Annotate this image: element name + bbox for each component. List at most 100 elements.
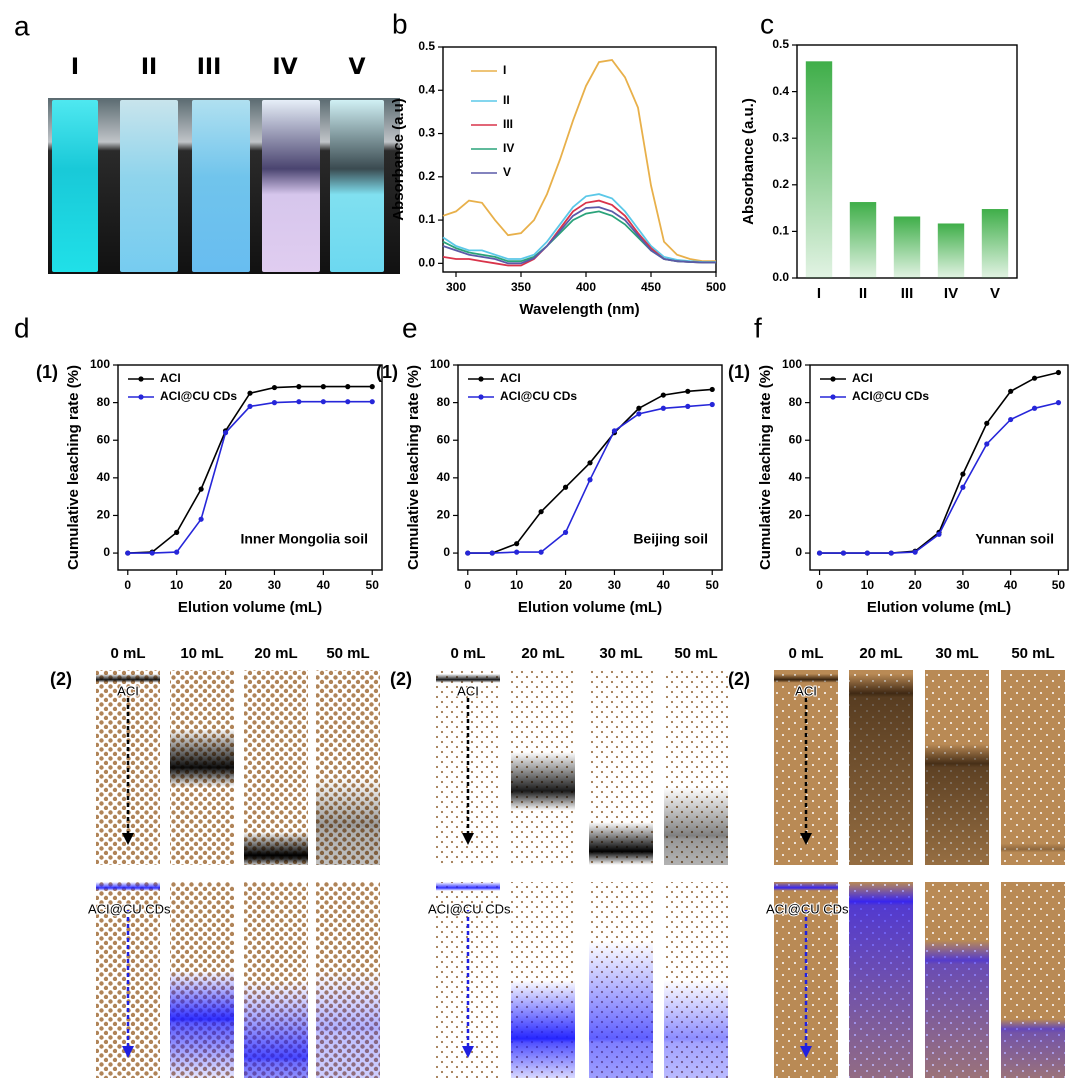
bar bbox=[937, 223, 965, 278]
panel-letter: e bbox=[402, 312, 418, 343]
x-axis-label: Wavelength (nm) bbox=[519, 301, 639, 318]
column-label: ACI bbox=[457, 683, 479, 698]
band bbox=[511, 882, 575, 1078]
y-tick-label: 0.5 bbox=[772, 37, 789, 51]
series-line bbox=[442, 193, 716, 263]
marker bbox=[514, 549, 520, 555]
band bbox=[244, 670, 308, 865]
band bbox=[664, 670, 728, 865]
x-tick-label: 40 bbox=[657, 578, 671, 592]
marker bbox=[960, 471, 966, 477]
y-tick-label: 20 bbox=[789, 508, 803, 522]
band bbox=[849, 670, 913, 865]
sample-label: I bbox=[71, 55, 79, 80]
marker bbox=[489, 550, 495, 556]
y-tick-label: 40 bbox=[437, 470, 451, 484]
legend-label: II bbox=[503, 93, 510, 107]
annotation: Beijing soil bbox=[633, 531, 708, 547]
column-label: ACI bbox=[795, 683, 817, 698]
band bbox=[925, 670, 989, 865]
sample-label: II bbox=[141, 55, 157, 80]
x-tick-label: 50 bbox=[366, 578, 380, 592]
sub-label: (1) bbox=[376, 362, 398, 382]
y-tick-label: 0 bbox=[103, 545, 110, 559]
marker bbox=[174, 549, 180, 555]
column-label: ACI@CU CDs bbox=[766, 901, 849, 916]
marker bbox=[296, 384, 302, 390]
x-axis-label: Elution volume (mL) bbox=[518, 599, 662, 616]
marker bbox=[636, 411, 642, 417]
y-tick-label: 0.1 bbox=[772, 224, 789, 238]
marker bbox=[296, 399, 302, 405]
band bbox=[316, 882, 380, 1078]
volume-label: 50 mL bbox=[674, 645, 717, 662]
sample-label: V bbox=[348, 55, 365, 80]
arrow-head bbox=[122, 833, 134, 845]
bar bbox=[805, 61, 833, 279]
x-tick-label: 20 bbox=[219, 578, 233, 592]
y-tick-label: 100 bbox=[90, 357, 110, 371]
marker bbox=[174, 529, 180, 535]
marker bbox=[345, 384, 351, 390]
x-tick-label: 0 bbox=[124, 578, 131, 592]
band bbox=[664, 882, 728, 1078]
volume-label: 50 mL bbox=[1011, 645, 1054, 662]
y-tick-label: 0.1 bbox=[418, 212, 435, 226]
marker bbox=[936, 531, 942, 537]
legend-label: ACI bbox=[852, 371, 873, 385]
series-line bbox=[467, 388, 713, 554]
y-tick-label: 60 bbox=[97, 432, 111, 446]
x-tick-label: 400 bbox=[576, 280, 596, 294]
volume-label: 20 mL bbox=[521, 645, 564, 662]
marker bbox=[709, 401, 715, 408]
sub-label: (1) bbox=[36, 362, 58, 382]
legend-label: ACI bbox=[160, 371, 181, 385]
x-tick-label: 0 bbox=[816, 578, 823, 592]
volume-label: 20 mL bbox=[859, 645, 902, 662]
x-tick-label: IV bbox=[944, 285, 958, 302]
panel-letter: d bbox=[14, 312, 30, 343]
x-tick-label: 30 bbox=[608, 578, 622, 592]
axes-frame bbox=[117, 364, 383, 571]
annotation: Yunnan soil bbox=[975, 531, 1054, 547]
arrow-head bbox=[122, 1046, 134, 1058]
y-tick-label: 0.3 bbox=[418, 126, 435, 140]
marker bbox=[1008, 388, 1014, 394]
axes-frame bbox=[442, 46, 717, 273]
marker bbox=[514, 541, 520, 547]
sub-label: (2) bbox=[728, 669, 750, 689]
marker bbox=[587, 477, 593, 483]
arrow-head bbox=[800, 1046, 812, 1058]
marker bbox=[660, 405, 666, 411]
band bbox=[1001, 670, 1065, 865]
marker bbox=[587, 460, 593, 466]
x-tick-label: 350 bbox=[511, 280, 531, 294]
marker bbox=[149, 550, 155, 556]
marker bbox=[271, 384, 278, 391]
marker bbox=[1055, 369, 1062, 376]
y-tick-label: 80 bbox=[789, 395, 803, 409]
arrow-head bbox=[800, 833, 812, 845]
y-tick-label: 100 bbox=[782, 357, 802, 371]
series-line bbox=[127, 385, 373, 554]
marker bbox=[465, 550, 471, 556]
y-axis-label: Absorbance (a.u) bbox=[390, 98, 407, 221]
x-tick-label: 0 bbox=[464, 578, 471, 592]
panel-letter: a bbox=[14, 10, 30, 41]
photo bbox=[48, 98, 400, 274]
marker bbox=[660, 392, 666, 398]
x-tick-label: I bbox=[817, 285, 821, 302]
marker bbox=[271, 400, 278, 406]
band bbox=[589, 670, 653, 865]
y-axis-label: Cumulative leaching rate (%) bbox=[65, 365, 82, 570]
panel-letter: f bbox=[754, 312, 762, 343]
legend-label: ACI@CU CDs bbox=[500, 389, 577, 403]
column-label: ACI bbox=[117, 683, 139, 698]
sub-label: (2) bbox=[390, 669, 412, 689]
x-tick-label: 40 bbox=[1004, 578, 1018, 592]
marker bbox=[247, 390, 253, 396]
marker bbox=[685, 403, 691, 409]
marker bbox=[369, 399, 375, 405]
marker bbox=[1055, 400, 1062, 406]
arrow-head bbox=[462, 833, 474, 845]
